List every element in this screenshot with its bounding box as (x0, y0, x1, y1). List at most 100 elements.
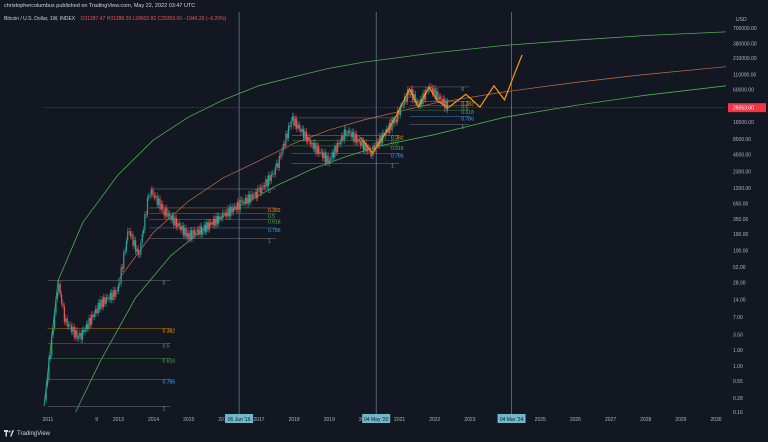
projection-series (359, 54, 523, 155)
candle-body (124, 250, 126, 253)
candle-body (173, 215, 175, 226)
candle-body (301, 128, 303, 133)
fib-level-label: 0.382 (163, 329, 176, 335)
candle-body (85, 323, 88, 330)
candle-body (392, 119, 395, 124)
candle-body (302, 128, 305, 139)
candle-body (331, 152, 333, 159)
publisher-bar: christophercolumbus published on Trading… (0, 0, 768, 12)
candle-body (300, 128, 302, 133)
candle-body (149, 194, 151, 197)
candle-body (261, 186, 263, 194)
y-tick-label: 1.00 (733, 364, 743, 370)
candle-body (152, 189, 154, 196)
candle-body (125, 240, 127, 251)
candle-body (52, 327, 54, 335)
date-badge-label: 04 May '20 (364, 417, 389, 423)
y-axis[interactable]: 700000.00 380000.00 210000.00 110000.00 6000… (733, 26, 757, 416)
candle-body (354, 134, 356, 142)
fib-retracements: 00.3820.50.6180.786100.3820.50.6180.7861… (47, 86, 474, 412)
candle-body (208, 222, 211, 230)
candle-body (404, 96, 406, 105)
candle-body (342, 135, 344, 141)
candle-body (200, 226, 203, 235)
footer[interactable]: TradingView (4, 430, 50, 437)
candle-body (285, 133, 287, 146)
x-tick-label: 2014 (148, 417, 159, 423)
candle-body (376, 141, 378, 146)
candle-body (230, 206, 232, 217)
y-tick-label: 0.55 (733, 379, 743, 385)
candle-body (274, 166, 276, 175)
candle-body (88, 317, 90, 329)
candle-body (324, 152, 326, 163)
candle-body (330, 158, 332, 161)
candle-body (291, 116, 294, 121)
candle-body (298, 124, 301, 129)
candle-body (395, 119, 397, 122)
candle-body (440, 96, 442, 99)
candle-body (384, 132, 386, 137)
candle-body (185, 227, 187, 238)
publisher-line: christophercolumbus published on Trading… (4, 3, 196, 9)
candle-body (182, 225, 184, 236)
fib-level-label: 0.618 (268, 220, 281, 226)
historical-overlay-line (359, 86, 449, 155)
candle-body (347, 130, 349, 134)
candle-body (138, 254, 141, 256)
candle-body (250, 194, 252, 203)
candle-body (227, 208, 229, 217)
candle-body (335, 146, 337, 153)
candle-body (446, 101, 449, 111)
candle-body (362, 140, 365, 151)
candle-body (186, 233, 189, 238)
candle-body (93, 313, 95, 318)
candle-body (198, 229, 200, 235)
candle-body (431, 88, 433, 94)
candle-body (323, 152, 325, 159)
candle-body (210, 222, 212, 225)
price-series (44, 83, 449, 404)
candle-body (97, 302, 99, 314)
vertical-markers (238, 12, 512, 414)
y-tick-label: 650.00 (733, 201, 749, 207)
candle-body (84, 329, 86, 333)
candle-body (193, 230, 196, 235)
y-tick-label: 2300.00 (733, 170, 751, 176)
candle-body (355, 134, 358, 143)
y-axis-panel (726, 12, 768, 426)
fib-level-label: 0.5 (391, 141, 398, 147)
candle-body (232, 207, 235, 213)
candle-body (49, 355, 51, 359)
candle-body (246, 197, 248, 205)
y-tick-label: 110000.00 (733, 72, 756, 78)
fib-level-label: 0.786 (461, 116, 474, 122)
candle-body (116, 290, 118, 292)
candle-body (322, 152, 324, 159)
candle-body (262, 185, 264, 187)
candle-body (243, 202, 245, 204)
candle-body (167, 213, 169, 217)
x-tick-label: 2029 (675, 417, 686, 423)
candle-body (254, 192, 256, 197)
candle-body (70, 325, 73, 332)
candle-body (257, 188, 259, 199)
candle-body (146, 197, 149, 215)
x-tick-label: 2011 (43, 417, 54, 423)
fib-level-label: 0.5 (163, 343, 170, 349)
candle-body (103, 297, 105, 308)
chart-legend[interactable]: Bitcoin / U.S. Dollar, 1W, INDEX O31287.… (4, 16, 226, 22)
current-price-badge (728, 103, 766, 113)
candle-body (98, 302, 101, 310)
x-tick-label: 2027 (605, 417, 616, 423)
candle-body (263, 185, 266, 188)
candle-body (307, 136, 309, 142)
candle-body (181, 225, 183, 230)
x-tick-label: 2015 (183, 417, 194, 423)
candle-body (192, 230, 194, 239)
candle-body (365, 142, 367, 152)
candle-body (379, 135, 381, 146)
candle-body (414, 94, 416, 103)
candle-body (184, 227, 186, 236)
